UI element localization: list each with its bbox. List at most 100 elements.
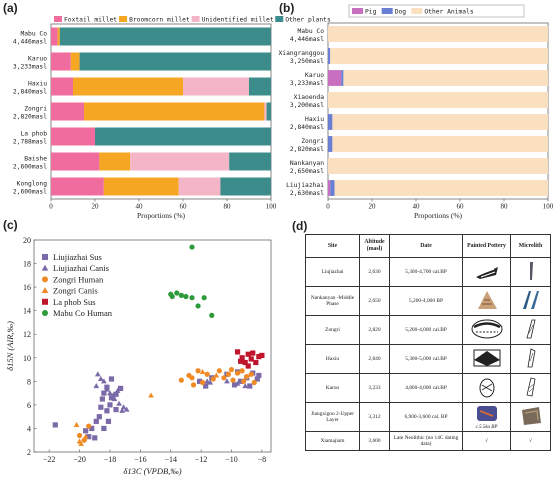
- altitude-cell: 3,312: [359, 402, 390, 432]
- data-point: [242, 359, 248, 366]
- bar-segment: [328, 70, 342, 86]
- x-tick-label: 0: [49, 203, 53, 211]
- x-tick-label: 20: [92, 203, 100, 211]
- legend-swatch: [54, 16, 62, 22]
- legend-label: Zongri Canis: [53, 286, 98, 296]
- microlith-image: [519, 405, 543, 429]
- data-point: [231, 382, 238, 388]
- panel-c-letter: (c): [3, 218, 18, 232]
- column-header: Altitude (masl): [359, 234, 390, 258]
- column-header: Microlith: [510, 234, 551, 258]
- data-point: [254, 376, 260, 382]
- data-point: [116, 400, 122, 406]
- category-label: Haxiu: [28, 81, 47, 88]
- category-label: Zongri: [24, 106, 47, 113]
- site-cell: Nankanyan -Middle Phase: [305, 286, 360, 316]
- data-point: [200, 379, 206, 386]
- category-label: 3,200masl: [290, 102, 324, 109]
- y-tick-label: 10: [23, 354, 31, 363]
- column-header: Date: [389, 234, 463, 258]
- painted-pottery-cell: √: [462, 431, 511, 451]
- data-point: [178, 292, 184, 298]
- data-point: [199, 368, 206, 374]
- bar-segment: [328, 158, 548, 174]
- bar-segment: [328, 180, 331, 196]
- painted-pottery-cell: [462, 315, 511, 345]
- bar-segment: [51, 152, 100, 171]
- microlith-cell: [510, 257, 551, 287]
- data-point: [52, 422, 58, 428]
- data-point: [98, 404, 104, 410]
- data-point: [104, 384, 110, 390]
- legend-frame: [348, 4, 525, 18]
- pottery-image: [474, 289, 500, 313]
- x-tick-label: 60: [180, 203, 188, 211]
- data-point: [248, 356, 254, 362]
- legend-swatch: [119, 16, 128, 22]
- microlith-image: [523, 318, 539, 342]
- pottery-note: c.5.5ka BP: [475, 425, 498, 431]
- bar-segment: [332, 114, 548, 130]
- data-point: [111, 396, 118, 402]
- data-point: [225, 371, 232, 377]
- data-point: [94, 371, 101, 377]
- column-header: Painted Pottery: [462, 234, 511, 258]
- x-tick-label: 60: [457, 203, 465, 211]
- bar-segment: [229, 152, 271, 171]
- category-label: 2,788masl: [13, 139, 47, 146]
- site-table: Site Altitude (masl) Date Painted Potter…: [305, 234, 551, 451]
- data-point: [248, 371, 254, 377]
- category-label: 3,233masl: [290, 80, 324, 87]
- pottery-image: [470, 318, 504, 342]
- data-point: [178, 377, 184, 383]
- category-label: 2,650masl: [290, 168, 324, 175]
- data-point: [93, 383, 100, 389]
- data-point: [96, 414, 102, 420]
- data-point: [148, 392, 154, 398]
- pottery-image: [475, 403, 499, 425]
- bar-segment: [73, 77, 183, 96]
- data-point: [209, 312, 215, 318]
- category-label: Mabu Co: [297, 28, 324, 35]
- bar-segment: [328, 48, 331, 64]
- data-point: [234, 370, 241, 376]
- legend-label: Broomcorn millet: [129, 17, 190, 24]
- data-point: [168, 291, 174, 297]
- category-label: 2,600masl: [13, 189, 47, 196]
- legend-label: Mabu Co Human: [53, 308, 113, 318]
- data-point: [123, 406, 130, 412]
- data-point: [221, 375, 227, 381]
- bar-segment: [79, 52, 271, 71]
- y-tick-label: 6: [27, 401, 31, 410]
- panel-b-letter: (b): [279, 1, 295, 15]
- category-label: Nankanyan: [290, 160, 324, 167]
- data-point: [253, 359, 259, 366]
- data-point: [245, 363, 251, 369]
- data-point: [78, 440, 84, 446]
- category-label: Karuo: [28, 56, 47, 63]
- data-point: [196, 378, 203, 384]
- data-point: [169, 293, 175, 300]
- date-cell: 4,800-4,000 cal.BP: [389, 373, 463, 403]
- data-point: [108, 376, 115, 382]
- bar-segment: [95, 127, 271, 146]
- data-point: [239, 368, 245, 374]
- date-cell: 5,300-4,700 cal.BP: [389, 257, 463, 287]
- data-point: [105, 418, 112, 424]
- category-label: Xiangranggou: [279, 50, 325, 57]
- bar-segment: [330, 180, 335, 196]
- data-point: [244, 374, 250, 380]
- bar-segment: [51, 27, 58, 46]
- data-point: [113, 407, 119, 413]
- data-point: [234, 349, 241, 355]
- x-tick-label: −12: [195, 455, 208, 464]
- legend-label: Foxtail millet: [64, 17, 117, 24]
- data-point: [114, 387, 121, 393]
- data-point: [189, 295, 195, 301]
- data-point: [101, 378, 107, 384]
- pottery-image: [474, 261, 500, 283]
- data-point: [89, 425, 95, 432]
- data-point: [244, 375, 250, 381]
- category-label: Baishe: [24, 156, 47, 163]
- data-point: [247, 383, 253, 389]
